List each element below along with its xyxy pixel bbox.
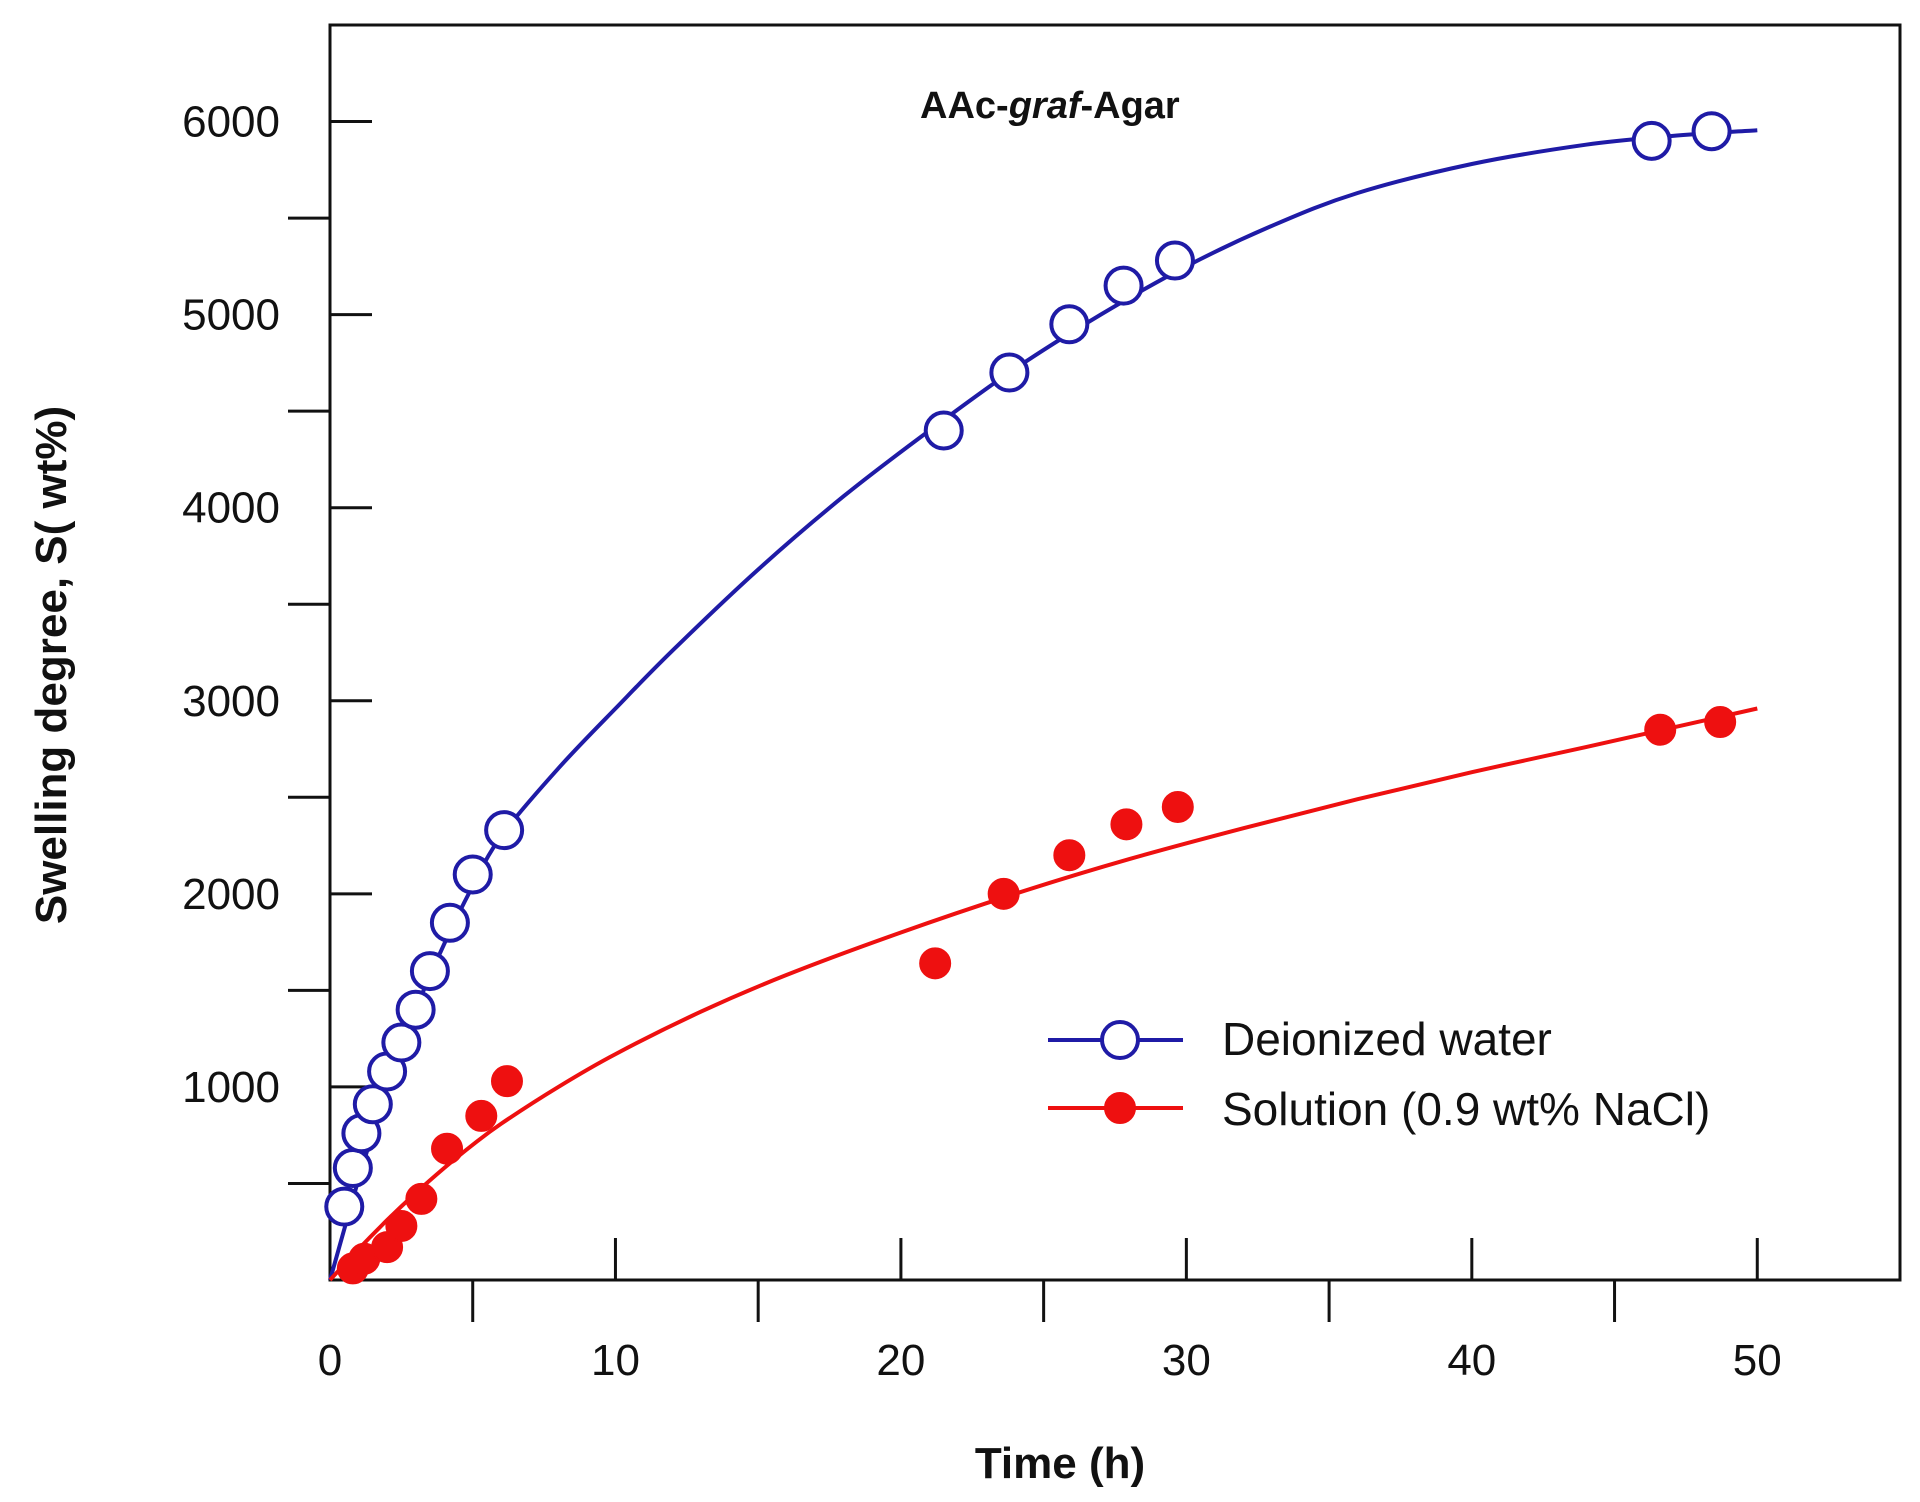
legend-marker-nacl: [1104, 1092, 1136, 1124]
y-tick-label: 5000: [182, 291, 280, 340]
x-axis-title: Time (h): [975, 1439, 1145, 1488]
title-part-3: -Agar: [1080, 85, 1179, 127]
data-point-series-0: [1049, 304, 1090, 345]
data-point-series-1: [987, 877, 1020, 910]
data-markers: [324, 111, 1737, 1285]
x-tick-label: 30: [1162, 1336, 1211, 1385]
x-tick-label: 50: [1733, 1336, 1782, 1385]
data-point-series-1: [490, 1065, 523, 1098]
data-point-series-1: [1110, 808, 1143, 841]
fit-curve-series-1: [328, 706, 1758, 1282]
data-point-series-0: [324, 1186, 365, 1227]
legend-label-nacl: Solution (0.9 wt% NaCl): [1222, 1083, 1710, 1135]
data-point-series-0: [1691, 111, 1732, 152]
data-point-series-1: [431, 1132, 464, 1165]
data-point-series-0: [409, 951, 450, 992]
data-point-series-0: [989, 352, 1030, 393]
data-point-series-1: [1644, 713, 1677, 746]
data-point-series-1: [1161, 790, 1194, 823]
legend: Deionized water Solution (0.9 wt% NaCl): [1048, 1013, 1710, 1135]
legend-marker-deionized: [1100, 1020, 1140, 1060]
legend-label-deionized: Deionized water: [1222, 1013, 1552, 1065]
data-point-series-1: [1053, 839, 1086, 872]
data-point-series-0: [1631, 120, 1672, 161]
y-tick-label: 2000: [182, 870, 280, 919]
title-part-1: AAc-: [920, 85, 1009, 127]
y-tick-label: 6000: [182, 98, 280, 147]
axis-ticks: 0 10 20 30 40 50 1000 2000 3000 4000 5000 6000: [182, 98, 1782, 1385]
data-point-series-0: [429, 902, 470, 943]
data-point-series-0: [923, 410, 964, 451]
data-point-series-0: [332, 1148, 373, 1189]
x-tick-label: 10: [591, 1336, 640, 1385]
y-tick-label: 3000: [182, 677, 280, 726]
data-point-series-0: [381, 1022, 422, 1063]
data-point-series-1: [919, 947, 952, 980]
plot-frame: [328, 23, 1902, 1282]
data-point-series-0: [395, 989, 436, 1030]
data-point-series-1: [1704, 706, 1737, 739]
data-point-series-1: [405, 1182, 438, 1215]
data-point-series-0: [484, 810, 525, 851]
x-tick-label: 40: [1447, 1336, 1496, 1385]
plot-title: AAc-graf-Agar: [920, 85, 1180, 127]
y-tick-label: 1000: [182, 1063, 280, 1112]
y-axis-title: Swelling degree, S( wt%): [27, 406, 76, 924]
data-point-series-0: [352, 1084, 393, 1125]
y-tick-label: 4000: [182, 484, 280, 533]
data-point-series-0: [1103, 265, 1144, 306]
x-tick-label: 20: [876, 1336, 925, 1385]
data-point-series-0: [1154, 240, 1195, 281]
data-point-series-0: [452, 854, 493, 895]
title-part-2: graf: [1008, 85, 1084, 127]
x-tick-label: 0: [318, 1336, 342, 1385]
data-point-series-1: [465, 1099, 498, 1132]
data-point-series-1: [385, 1209, 418, 1242]
